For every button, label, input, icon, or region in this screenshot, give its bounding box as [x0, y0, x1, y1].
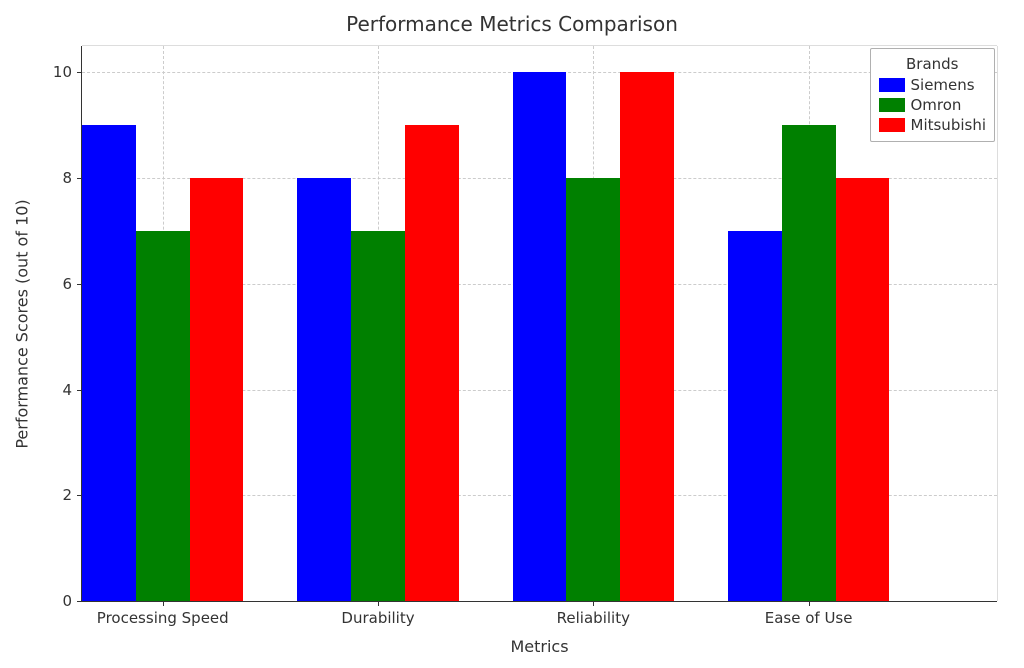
bar-mitsubishi	[620, 72, 674, 601]
legend-swatch	[879, 118, 905, 132]
y-tick-label: 0	[62, 592, 72, 610]
y-axis-label: Performance Scores (out of 10)	[13, 199, 32, 448]
legend-item-omron: Omron	[879, 95, 987, 115]
bar-mitsubishi	[836, 178, 890, 601]
legend-swatch	[879, 78, 905, 92]
legend-title: Brands	[879, 55, 987, 73]
legend-swatch	[879, 98, 905, 112]
legend-label: Siemens	[911, 76, 975, 94]
chart-container: Performance Metrics Comparison 0246810Pr…	[0, 0, 1024, 668]
y-tick-label: 10	[53, 63, 72, 81]
x-tick-label: Durability	[341, 609, 414, 627]
bar-mitsubishi	[190, 178, 244, 601]
y-tick-label: 4	[62, 381, 72, 399]
bar-siemens	[513, 72, 567, 601]
bar-omron	[782, 125, 836, 601]
x-tick-label: Processing Speed	[97, 609, 229, 627]
bar-omron	[566, 178, 620, 601]
x-tick-label: Reliability	[557, 609, 630, 627]
bar-siemens	[82, 125, 136, 601]
bar-siemens	[728, 231, 782, 601]
y-tick-label: 6	[62, 275, 72, 293]
legend-label: Omron	[911, 96, 962, 114]
bar-omron	[351, 231, 405, 601]
x-axis-label: Metrics	[510, 637, 568, 656]
bar-mitsubishi	[405, 125, 459, 601]
y-tick-label: 2	[62, 486, 72, 504]
bar-omron	[136, 231, 190, 601]
chart-title: Performance Metrics Comparison	[0, 12, 1024, 36]
legend-item-mitsubishi: Mitsubishi	[879, 115, 987, 135]
legend: Brands Siemens Omron Mitsubishi	[870, 48, 996, 142]
x-tick-label: Ease of Use	[765, 609, 853, 627]
legend-item-siemens: Siemens	[879, 75, 987, 95]
y-tick-label: 8	[62, 169, 72, 187]
legend-label: Mitsubishi	[911, 116, 987, 134]
plot-area: 0246810Processing SpeedDurabilityReliabi…	[82, 46, 997, 601]
bar-siemens	[297, 178, 351, 601]
